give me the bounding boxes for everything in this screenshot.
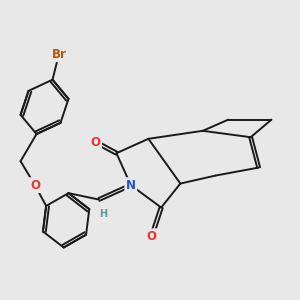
Text: N: N <box>126 179 136 192</box>
Text: O: O <box>30 179 40 192</box>
Text: Br: Br <box>52 48 66 61</box>
Text: H: H <box>100 209 108 219</box>
Text: O: O <box>91 136 101 148</box>
Text: O: O <box>147 230 157 243</box>
